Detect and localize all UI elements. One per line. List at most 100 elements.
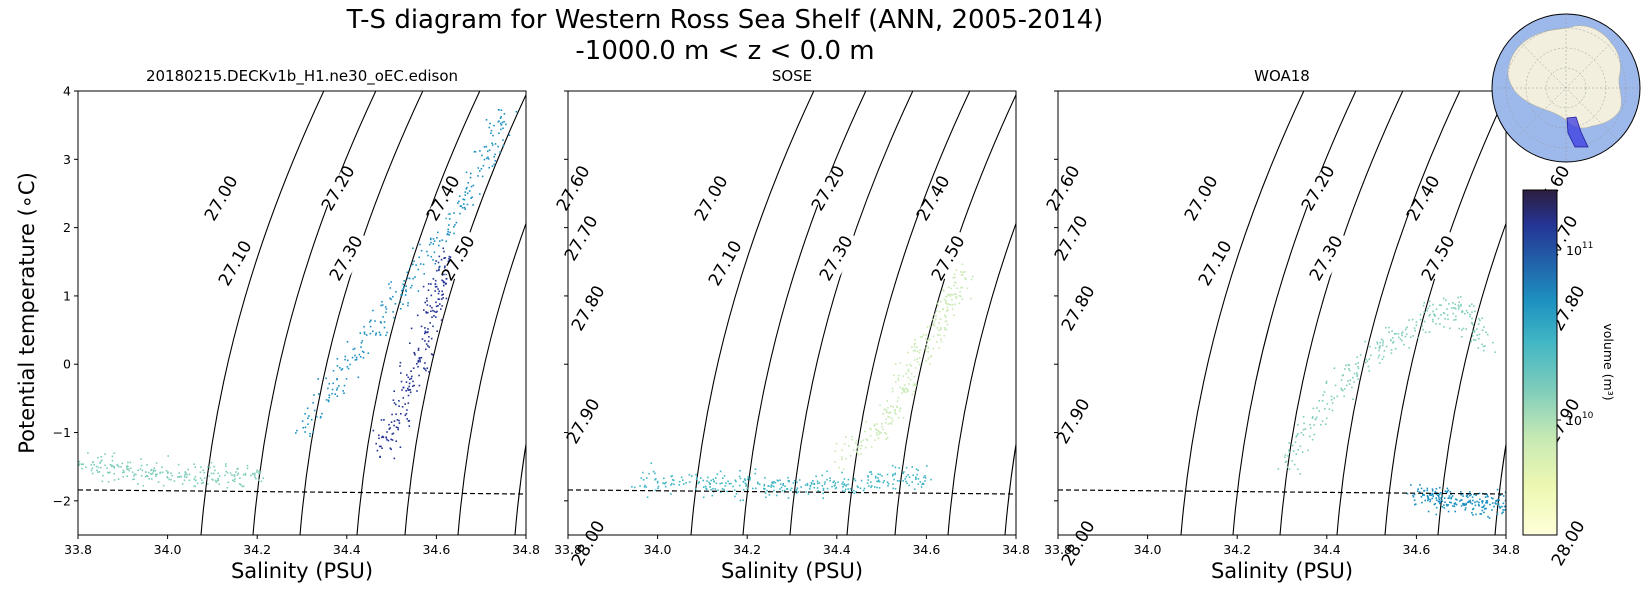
scatter-point — [149, 472, 152, 475]
y-ticks — [564, 90, 568, 502]
scatter-point — [442, 297, 444, 299]
scatter-point — [1432, 318, 1434, 321]
scatter-point — [1498, 505, 1501, 508]
scatter-point — [1413, 499, 1416, 501]
scatter-point — [728, 482, 731, 485]
scatter-point — [709, 486, 711, 488]
scatter-point — [949, 295, 951, 297]
scatter-point — [946, 310, 948, 312]
scatter-point — [899, 410, 901, 412]
scatter-point — [843, 478, 846, 480]
scatter-point — [1478, 501, 1480, 504]
scatter-point — [1494, 502, 1496, 504]
scatter-point — [165, 470, 168, 472]
contour-label-bg — [1063, 515, 1103, 567]
scatter-point — [500, 109, 503, 111]
scatter-point — [493, 124, 495, 127]
scatter-point — [1503, 505, 1506, 508]
scatter-point — [1326, 403, 1329, 405]
scatter-point — [790, 487, 793, 490]
scatter-point — [710, 489, 712, 491]
scatter-point — [381, 436, 383, 439]
scatter-point — [1312, 416, 1314, 418]
contour-label-bg — [206, 170, 246, 222]
scatter-point — [1429, 313, 1431, 316]
scatter-point — [1474, 310, 1476, 313]
scatter-point — [1421, 501, 1423, 504]
scatter-point — [256, 469, 258, 472]
scatter-point — [945, 320, 948, 323]
scatter-point — [443, 273, 445, 276]
scatter-point — [1472, 330, 1474, 333]
scatter-point — [1356, 373, 1359, 376]
scatter-point — [883, 408, 886, 411]
scatter-point — [841, 456, 843, 458]
scatter-point — [726, 490, 728, 493]
scatter-point — [1499, 506, 1502, 509]
scatter-point — [1502, 502, 1505, 505]
scatter-point — [831, 485, 833, 488]
scatter-point — [854, 442, 857, 444]
scatter-point — [754, 472, 757, 475]
scatter-point — [1507, 505, 1509, 507]
scatter-point — [398, 422, 401, 424]
scatter-point — [1311, 438, 1314, 441]
scatter-point — [1368, 358, 1371, 360]
contour-label: 27.30 — [816, 232, 858, 284]
scatter-point — [793, 479, 796, 482]
scatter-point — [927, 338, 930, 340]
scatter-point — [345, 378, 348, 380]
scatter-point — [711, 494, 714, 497]
contour-label: 27.70 — [1051, 212, 1093, 264]
contour-label-bg — [1408, 170, 1448, 222]
scatter-point — [306, 407, 309, 410]
scatter-point — [1356, 372, 1358, 374]
scatter-point — [1435, 506, 1438, 509]
scatter-point — [432, 278, 435, 280]
scatter-point — [796, 487, 799, 489]
scatter-point — [1295, 435, 1297, 438]
panel-title: WOA18 — [1254, 67, 1310, 85]
scatter-point — [316, 415, 318, 418]
scatter-point — [399, 361, 402, 364]
contour-label-bg — [1553, 515, 1593, 567]
scatter-point — [904, 391, 907, 393]
scatter-point — [1428, 493, 1431, 496]
scatter-point — [806, 482, 809, 485]
scatter-point — [1465, 328, 1467, 330]
scatter-point — [912, 384, 915, 387]
scatter-point — [1493, 505, 1495, 508]
density-contour — [1336, 91, 1461, 535]
scatter-point — [1307, 449, 1309, 452]
scatter-point — [852, 449, 855, 451]
y-axis-label: Potential temperature (∘C) — [15, 172, 39, 454]
scatter-point — [910, 365, 913, 367]
scatter-point — [930, 478, 932, 481]
scatter-point — [129, 461, 132, 464]
scatter-point — [817, 490, 819, 492]
scatter-point — [133, 475, 135, 477]
scatter-point — [885, 408, 887, 411]
scatter-point — [682, 479, 684, 481]
x-axis-label: Salinity (PSU) — [1211, 559, 1353, 583]
scatter-point — [352, 348, 355, 351]
scatter-point — [1325, 423, 1327, 425]
scatter-point — [1324, 408, 1326, 410]
scatter-point — [438, 268, 440, 270]
scatter-point — [254, 476, 256, 478]
scatter-point — [695, 478, 698, 480]
scatter-point — [426, 331, 428, 334]
scatter-point — [884, 421, 887, 424]
scatter-point — [784, 485, 786, 487]
scatter-point — [374, 320, 376, 322]
scatter-point — [113, 452, 116, 454]
scatter-point — [951, 303, 954, 306]
scatter-point — [395, 426, 398, 428]
scatter-point — [773, 485, 775, 488]
scatter-point — [1473, 339, 1475, 341]
scatter-point — [953, 284, 955, 287]
scatter-point — [390, 421, 393, 423]
scatter-point — [393, 390, 395, 392]
scatter-point — [1343, 388, 1346, 390]
scatter-point — [883, 480, 885, 482]
